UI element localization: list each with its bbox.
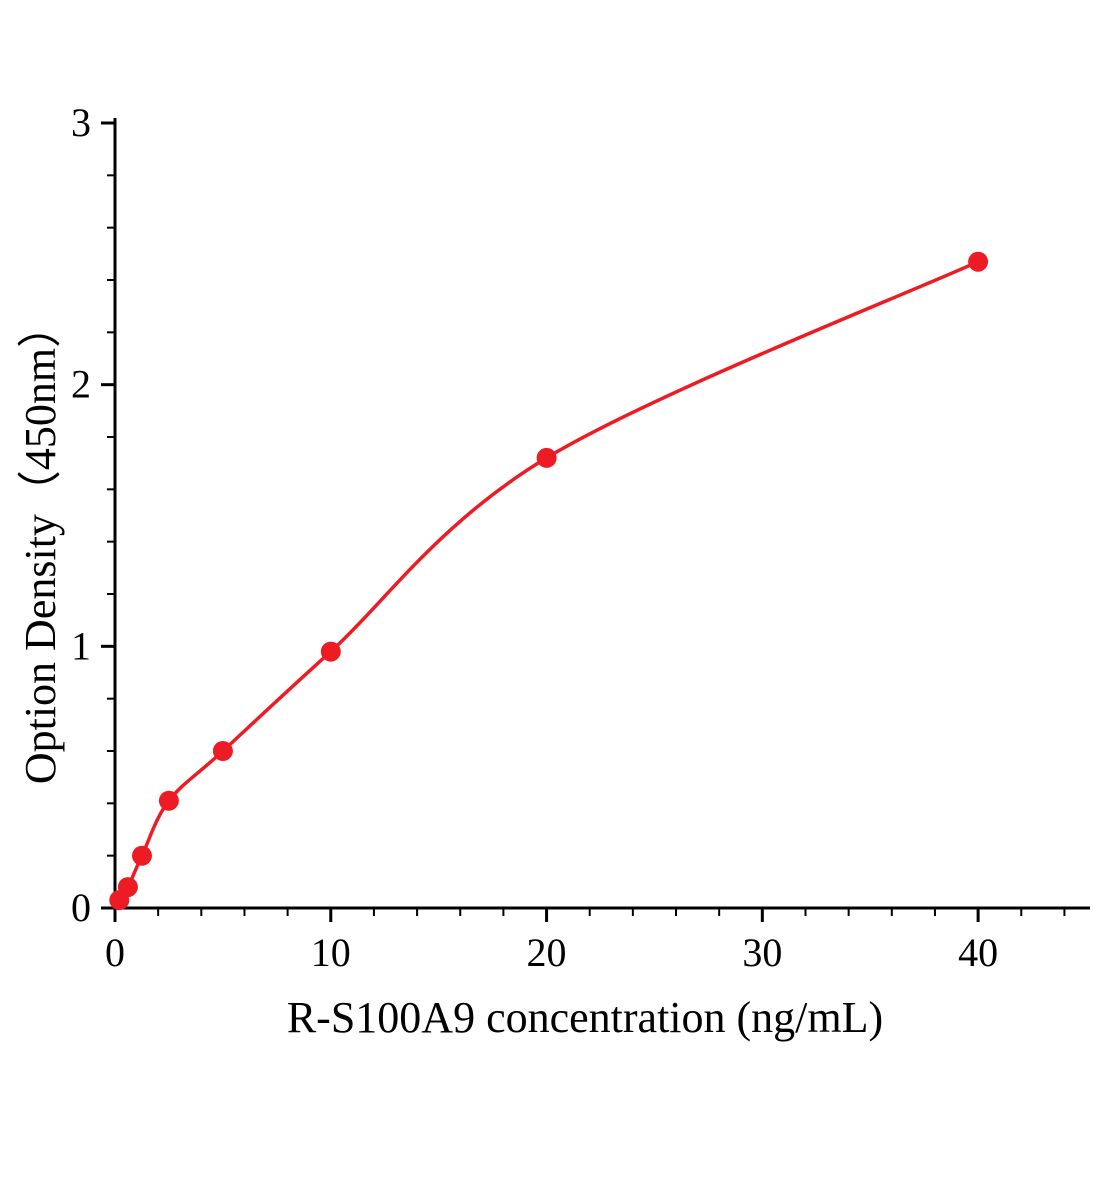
y-tick-label: 0 <box>71 885 91 930</box>
x-tick-label: 10 <box>311 930 351 975</box>
y-tick-label: 2 <box>71 362 91 407</box>
y-tick-label: 3 <box>71 100 91 145</box>
x-axis: 0 10 20 30 40 <box>105 906 1090 975</box>
x-tick-label: 0 <box>105 930 125 975</box>
x-tick-label: 20 <box>527 930 567 975</box>
data-point <box>158 790 179 811</box>
x-tick-label: 40 <box>958 930 998 975</box>
y-axis: 0 1 2 3 <box>71 100 117 930</box>
fit-curve <box>117 259 980 902</box>
y-tick-label: 1 <box>71 623 91 668</box>
data-point <box>132 845 152 866</box>
y-axis-title: Option Density（450nm） <box>16 303 65 785</box>
data-point <box>968 251 989 272</box>
x-tick-label: 30 <box>742 930 782 975</box>
data-point <box>536 447 557 468</box>
x-axis-title: R-S100A9 concentration (ng/mL) <box>286 993 884 1042</box>
data-point <box>320 641 341 662</box>
data-points <box>109 251 989 911</box>
data-point <box>117 877 138 898</box>
data-point <box>212 741 233 761</box>
